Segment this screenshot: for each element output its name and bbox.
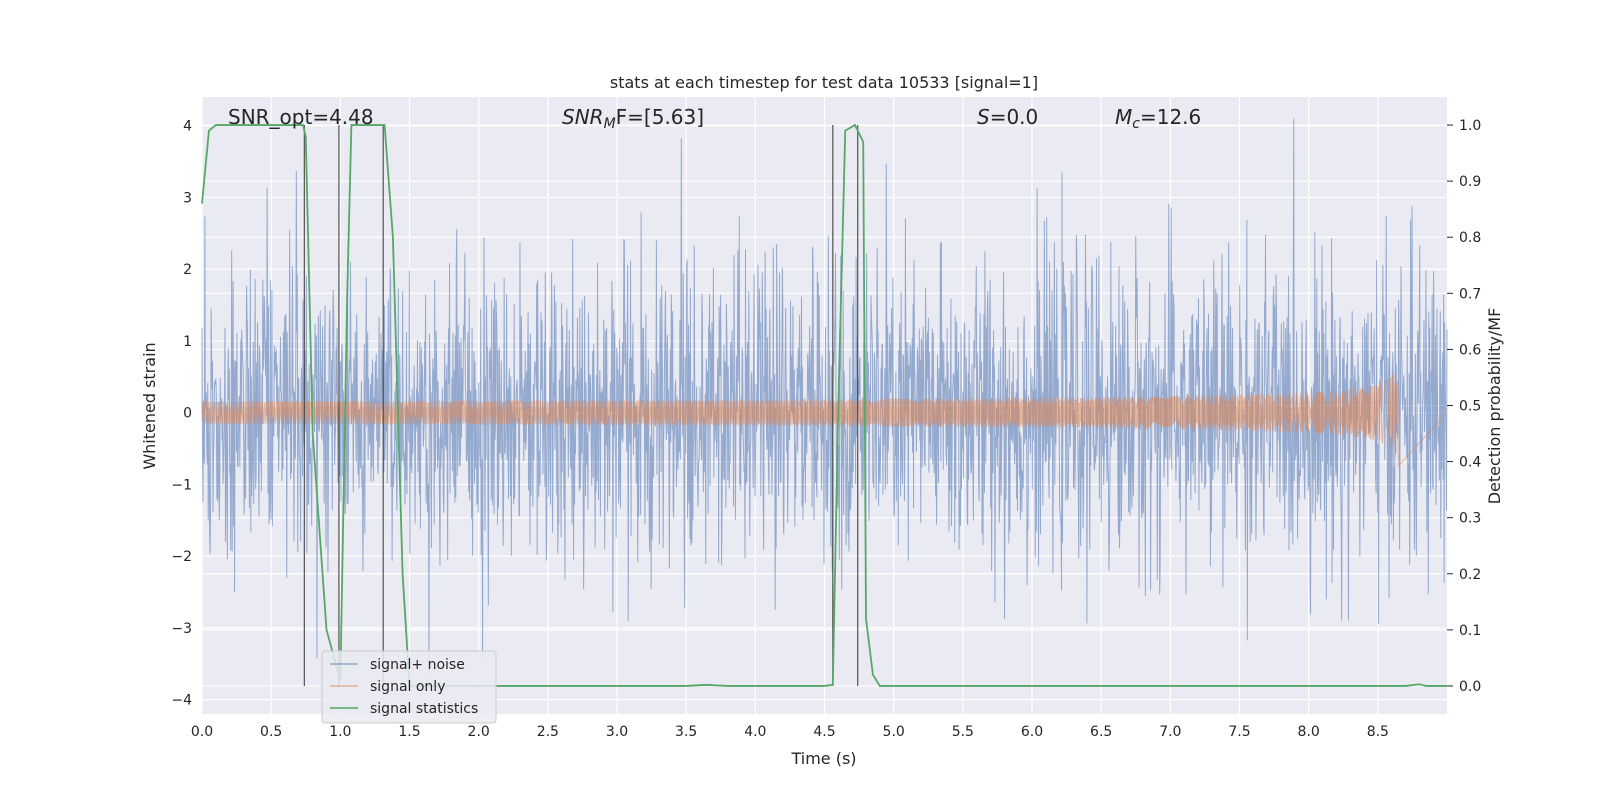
y-axis-right-label: Detection probability/MF bbox=[1485, 308, 1504, 505]
annotation-snr-opt: SNR_opt=4.48 bbox=[228, 105, 374, 129]
legend-box bbox=[321, 650, 497, 724]
legend-label-signal-noise: signal+ noise bbox=[370, 657, 465, 673]
x-tick-label: 7.5 bbox=[1228, 724, 1250, 740]
series-signal-only bbox=[201, 372, 1448, 467]
series-signal-statistics bbox=[201, 123, 1447, 687]
y-right-tick-label: 0.6 bbox=[1459, 342, 1481, 358]
y-left-tick-label: −2 bbox=[171, 549, 192, 565]
y-axis-left-label: Whitened strain bbox=[140, 342, 159, 469]
chart-title: stats at each timestep for test data 105… bbox=[610, 73, 1038, 92]
x-tick-label: 7.0 bbox=[1159, 724, 1181, 740]
x-tick-label: 0.5 bbox=[260, 724, 282, 740]
y-left-tick-label: 4 bbox=[183, 119, 192, 135]
x-tick-label: 6.5 bbox=[1090, 724, 1112, 740]
x-tick-label: 5.0 bbox=[883, 724, 905, 740]
y-right-tick-label: 0.7 bbox=[1459, 286, 1481, 302]
y-left-tick-label: −4 bbox=[171, 693, 192, 709]
y-left-tick-label: −3 bbox=[171, 621, 192, 637]
x-tick-label: 8.0 bbox=[1298, 724, 1320, 740]
x-tick-label: 2.0 bbox=[468, 724, 490, 740]
annotation-snr-mf-main: SNR bbox=[562, 105, 604, 129]
x-tick-label: 1.5 bbox=[398, 724, 420, 740]
y-left-tick-label: 0 bbox=[183, 406, 192, 422]
y-right-tick-label: 0.3 bbox=[1459, 511, 1481, 527]
x-tick-label: 8.5 bbox=[1367, 724, 1389, 740]
x-tick-label: 3.0 bbox=[606, 724, 628, 740]
signal-noise-trace bbox=[201, 118, 1448, 676]
y-left-tick-label: −1 bbox=[171, 477, 192, 493]
x-tick-label: 4.5 bbox=[813, 724, 835, 740]
annotation-mc: Mc=12.6 bbox=[1115, 105, 1201, 132]
x-tick-label: 1.0 bbox=[329, 724, 351, 740]
x-tick-label: 5.5 bbox=[952, 724, 974, 740]
annotation-mc-main: M bbox=[1115, 105, 1132, 129]
vertical-markers bbox=[303, 125, 859, 686]
legend: signal+ noise signal only signal statist… bbox=[321, 650, 497, 724]
legend-label-signal-only: signal only bbox=[370, 679, 445, 695]
series-signal-noise bbox=[201, 118, 1448, 676]
y-right-tick-label: 0.2 bbox=[1459, 567, 1481, 583]
annotation-s: S=0.0 bbox=[977, 105, 1038, 129]
x-tick-label: 6.0 bbox=[1021, 724, 1043, 740]
signal-only-trace bbox=[201, 372, 1448, 467]
y-right-tick-label: 0.1 bbox=[1459, 623, 1481, 639]
signal-statistics-line bbox=[201, 123, 1447, 687]
y-right-tick-label: 0.8 bbox=[1459, 230, 1481, 246]
annotation-snr-mf-rest: F=[5.63] bbox=[616, 105, 704, 129]
x-tick-label: 2.5 bbox=[537, 724, 559, 740]
x-axis-label: Time (s) bbox=[790, 749, 856, 768]
y-left-tick-label: 3 bbox=[183, 190, 192, 206]
x-tick-label: 0.0 bbox=[191, 724, 213, 740]
y-right-tick-label: 0.0 bbox=[1459, 679, 1481, 695]
legend-label-signal-statistics: signal statistics bbox=[370, 701, 478, 717]
y-right-tick-label: 0.9 bbox=[1459, 174, 1481, 190]
annotation-s-main: S bbox=[977, 105, 990, 129]
annotation-snr-mf: SNRMF=[5.63] bbox=[562, 105, 704, 132]
x-tick-label: 4.0 bbox=[744, 724, 766, 740]
annotation-mc-sub: c bbox=[1132, 116, 1140, 132]
y-right-tick-label: 0.5 bbox=[1459, 399, 1481, 415]
y-left-tick-label: 1 bbox=[183, 334, 192, 350]
y-right-tick-label: 1.0 bbox=[1459, 118, 1481, 134]
x-tick-label: 3.5 bbox=[675, 724, 697, 740]
annotation-snr-mf-sub: M bbox=[604, 116, 616, 132]
y-right-tick-label: 0.4 bbox=[1459, 455, 1481, 471]
annotation-mc-rest: =12.6 bbox=[1140, 105, 1201, 129]
y-left-tick-label: 2 bbox=[183, 262, 192, 278]
annotation-s-rest: =0.0 bbox=[990, 105, 1039, 129]
ticks: 0.0 0.5 1.0 1.5 2.0 2.5 3.0 3.5 4.0 4.5 5.0 5.5 6.0 6… bbox=[171, 118, 1481, 740]
